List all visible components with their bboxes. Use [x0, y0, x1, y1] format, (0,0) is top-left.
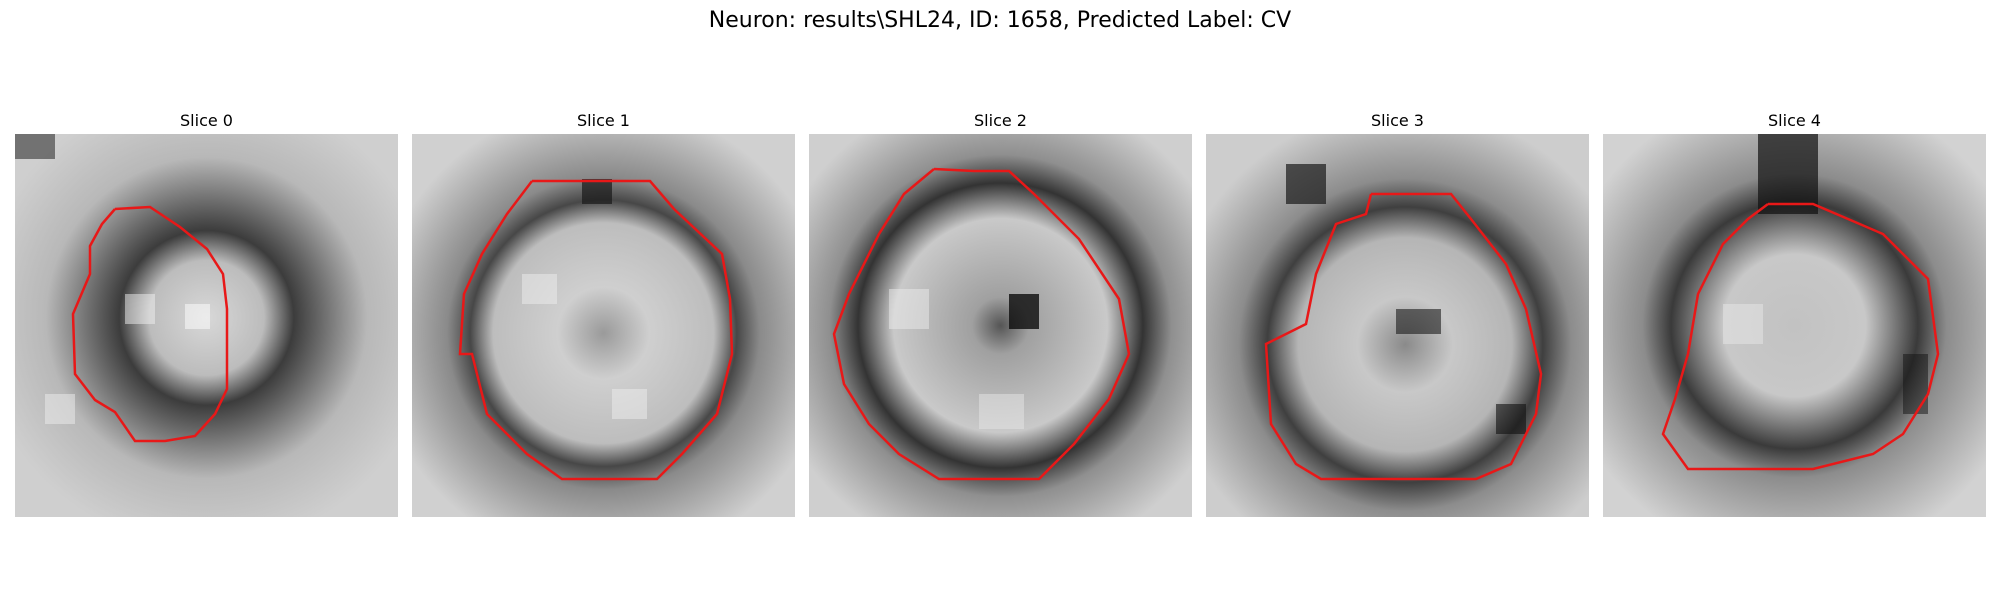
slice-panel: Slice 0: [15, 110, 398, 517]
slice-panel: Slice 3: [1206, 110, 1589, 517]
roi-contour: [458, 179, 734, 481]
roi-contour: [1661, 202, 1940, 471]
slice-panel: Slice 4: [1603, 110, 1986, 517]
roi-contour: [1264, 192, 1543, 481]
slice-title: Slice 4: [1768, 111, 1821, 130]
slice-title: Slice 3: [1371, 111, 1424, 130]
slice-image: [809, 134, 1192, 517]
slice-image: [412, 134, 795, 517]
slice-image: [1206, 134, 1589, 517]
roi-contour: [832, 167, 1131, 481]
slice-title: Slice 1: [577, 111, 630, 130]
slice-title: Slice 0: [180, 111, 233, 130]
slice-title: Slice 2: [974, 111, 1027, 130]
slice-pixels: [809, 134, 1192, 517]
roi-contour: [71, 205, 229, 443]
slice-panel: Slice 1: [412, 110, 795, 517]
slice-panel: Slice 2: [809, 110, 1192, 517]
slice-image: [15, 134, 398, 517]
slice-image: [1603, 134, 1986, 517]
figure-title: Neuron: results\SHL24, ID: 1658, Predict…: [708, 8, 1292, 33]
